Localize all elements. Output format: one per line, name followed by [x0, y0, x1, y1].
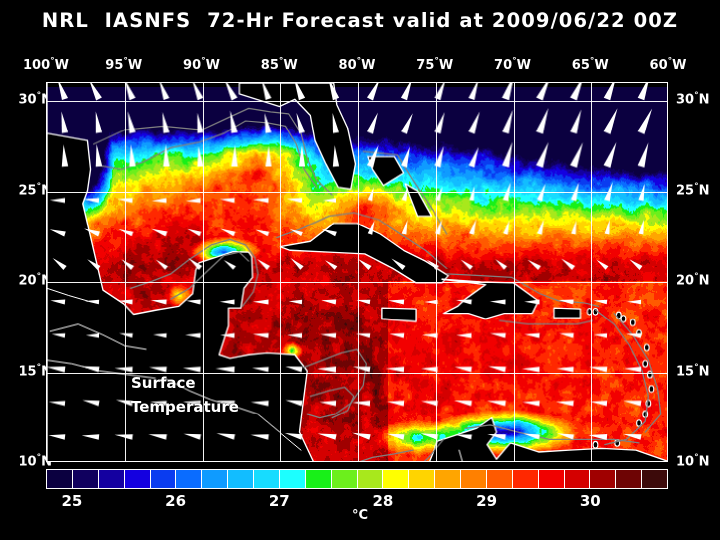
colorbar-tick-label: 26 — [165, 492, 187, 510]
colorbar-swatch[interactable] — [357, 470, 384, 488]
colorbar-swatch[interactable] — [150, 470, 177, 488]
colorbar-tick-label: 29 — [476, 492, 498, 510]
lon-tick-label: 85°W — [260, 56, 298, 73]
colorbar-unit-label: °C — [351, 508, 369, 523]
lon-tick-label: 95°W — [105, 56, 143, 73]
colorbar-swatch[interactable] — [47, 470, 73, 488]
gridline-meridian — [203, 83, 204, 461]
colorbar-swatch[interactable] — [98, 470, 125, 488]
colorbar-swatch[interactable] — [176, 470, 203, 488]
lat-tick-label-left: 10°N — [18, 453, 52, 470]
colorbar-swatch[interactable] — [254, 470, 280, 488]
colorbar-swatch[interactable] — [538, 470, 565, 488]
colorbar-swatch[interactable] — [564, 470, 591, 488]
gridline-meridian — [514, 83, 515, 461]
colorbar[interactable] — [46, 469, 668, 489]
colorbar-swatch[interactable] — [461, 470, 487, 488]
colorbar-swatch[interactable] — [486, 470, 513, 488]
colorbar-swatch[interactable] — [72, 470, 99, 488]
colorbar-swatch[interactable] — [383, 470, 410, 488]
map-annotation-label: Surface Temperature — [131, 374, 239, 416]
colorbar-swatch[interactable] — [228, 470, 254, 488]
map-field: Surface Temperature — [47, 83, 667, 461]
colorbar-swatch[interactable] — [642, 470, 667, 488]
colorbar-swatch[interactable] — [435, 470, 461, 488]
map-plot-area[interactable]: Surface Temperature — [46, 82, 668, 462]
colorbar-swatch[interactable] — [279, 470, 306, 488]
gridline-meridian — [125, 83, 126, 461]
lon-tick-label: 90°W — [183, 56, 220, 73]
page-title: NRL IASNFS 72-Hr Forecast valid at 2009/… — [41, 9, 679, 32]
lon-tick-label: 80°W — [338, 56, 376, 73]
gridline-meridian — [591, 83, 592, 461]
gridline-parallel — [47, 101, 667, 102]
lon-tick-label: 65°W — [571, 56, 609, 73]
lat-tick-label-right: 10°N — [676, 453, 710, 470]
wind-vector-overlay — [47, 83, 667, 461]
colorbar-swatch[interactable] — [616, 470, 643, 488]
lon-tick-label: 100°W — [23, 56, 69, 73]
colorbar-swatch[interactable] — [202, 470, 229, 488]
lat-tick-label-right: 30°N — [676, 91, 710, 108]
gridline-parallel — [47, 282, 667, 283]
colorbar-tick-label: 30 — [579, 492, 601, 510]
lat-tick-label-right: 15°N — [676, 362, 710, 380]
lat-tick-label-right: 20°N — [676, 272, 710, 289]
colorbar-swatch[interactable] — [331, 470, 358, 488]
lat-tick-label-right: 25°N — [676, 181, 710, 199]
gridline-meridian — [436, 83, 437, 461]
colorbar-tick-label: 25 — [61, 492, 83, 510]
colorbar-swatch[interactable] — [305, 470, 332, 488]
lon-tick-label: 70°W — [494, 56, 531, 73]
gridline-meridian — [280, 83, 281, 461]
gridline-parallel — [47, 373, 667, 374]
colorbar-container[interactable] — [46, 469, 668, 489]
colorbar-swatch[interactable] — [124, 470, 151, 488]
gridline-meridian — [358, 83, 359, 461]
colorbar-swatch[interactable] — [590, 470, 617, 488]
colorbar-swatch[interactable] — [512, 470, 539, 488]
gridline-parallel — [47, 192, 667, 193]
colorbar-swatch[interactable] — [409, 470, 436, 488]
lon-tick-label: 75°W — [416, 56, 454, 73]
lon-tick-label: 60°W — [649, 56, 687, 73]
colorbar-tick-label: 27 — [268, 492, 290, 510]
colorbar-tick-label: 28 — [372, 492, 394, 510]
